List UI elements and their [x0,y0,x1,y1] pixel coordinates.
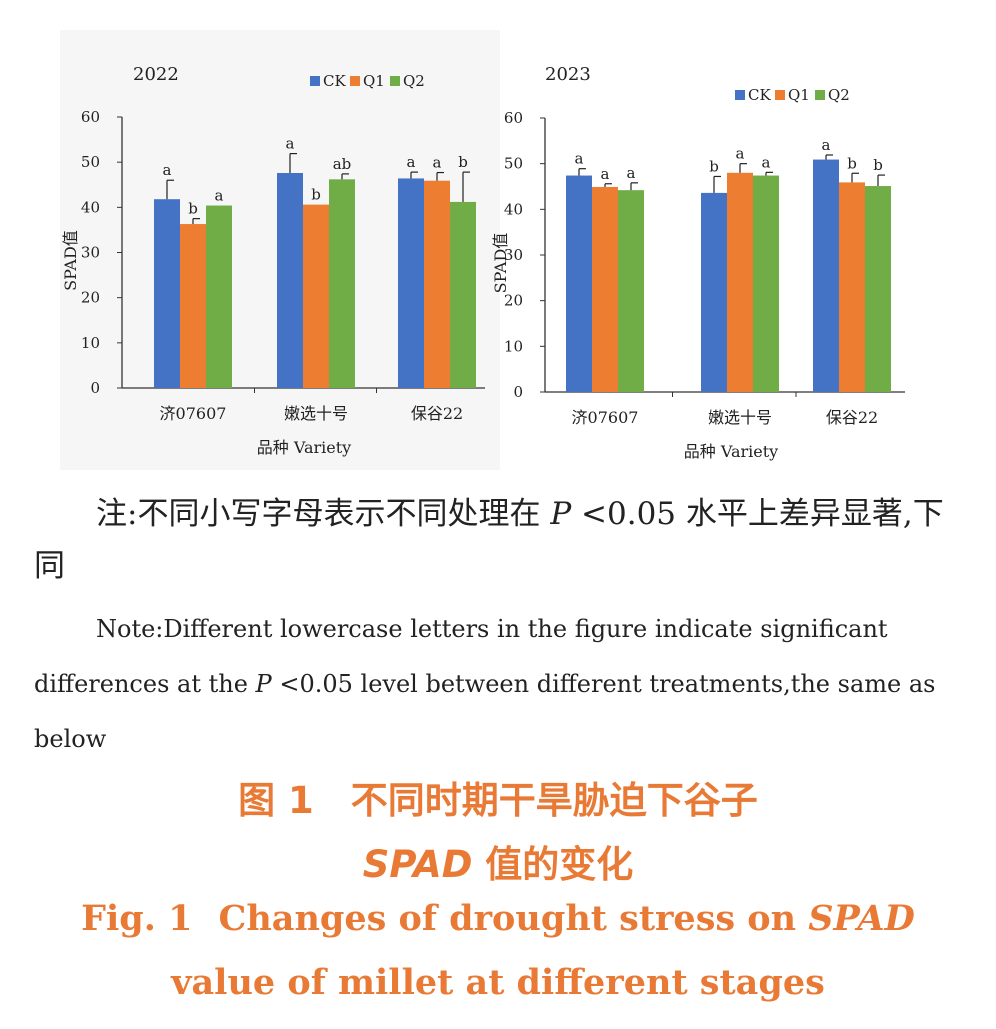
y-tick-label: 50 [81,153,100,171]
bar-q2 [865,186,891,392]
chart-2022: 2022 CK Q1 Q20102030405060aba济07607abab嫩选十号… [61,64,485,457]
significance-letter: a [575,150,584,168]
note-en-prefix: Note:Different lowercase letters in the … [34,615,888,698]
y-tick-label: 40 [81,198,100,216]
significance-letter: ab [333,155,352,173]
x-tick-label: 保谷22 [411,404,463,423]
significance-letter: a [286,135,295,153]
note-en-suffix: <0.05 level between different treatments… [34,670,936,753]
legend-swatch-q2 [390,76,400,86]
legend-swatch-ck [735,90,745,100]
y-tick-label: 60 [504,109,523,127]
legend-label-q2: Q2 [403,72,425,90]
charts: 2022 CK Q1 Q20102030405060aba济07607abab嫩选十号… [60,30,905,470]
bar-ck [154,199,180,388]
legend-label-ck: CK [748,86,771,104]
y-tick-label: 0 [513,383,523,401]
bar-q1 [303,204,329,388]
bar-q2 [329,179,355,388]
bar-q1 [839,182,865,392]
y-tick-label: 20 [504,292,523,310]
y-tick-label: 50 [504,155,523,173]
x-tick-label: 济07607 [160,404,227,423]
bar-ck [566,175,592,392]
significance-letter: a [601,165,610,183]
bar-q1 [424,180,450,388]
bar-ck [813,159,839,392]
x-tick-label: 嫩选十号 [708,408,772,427]
caption-zh-line1: 图 1 不同时期干旱胁迫下谷子 [238,779,758,822]
significance-letter: a [736,145,745,163]
significance-letter: b [709,157,719,175]
caption-en-text: Changes of drought stress on [218,898,797,939]
significance-letter: b [873,156,883,174]
y-tick-label: 60 [81,108,100,126]
legend-swatch-q1 [775,90,785,100]
y-tick-label: 30 [81,244,100,262]
bar-q2 [618,190,644,392]
y-tick-label: 10 [504,337,523,355]
y-tick-label: 20 [81,289,100,307]
legend-label-q1: Q1 [788,86,810,104]
x-tick-label: 嫩选十号 [284,404,348,423]
legend-label-ck: CK [323,72,346,90]
significance-letter: a [762,153,771,171]
legend-swatch-q1 [350,76,360,86]
significance-letter: a [627,164,636,182]
legend-label-q2: Q2 [828,86,850,104]
bar-q2 [450,201,476,388]
significance-letter: a [407,153,416,171]
bar-ck [398,178,424,388]
note-en-p: P [255,670,272,698]
caption-zh-line2: SPAD 值的变化 [0,834,996,888]
caption-zh-spad: SPAD [362,843,473,886]
chart-title: 2023 [545,64,591,85]
chart-title: 2022 [133,64,179,85]
legend-swatch-q2 [815,90,825,100]
y-axis-label: SPAD值 [491,233,510,294]
note-chinese: 注:不同小写字母表示不同处理在 P <0.05 水平上差异显著,下同 [34,488,964,592]
caption-en-line1: Fig. 1 Changes of drought stress on SPAD [0,898,996,939]
significance-letter: b [458,153,468,171]
bar-q1 [727,172,753,392]
x-tick-label: 济07607 [572,408,639,427]
significance-letter: a [163,161,172,179]
significance-letter: b [311,186,321,204]
caption-en-line2: value of millet at different stages [171,962,825,1003]
legend-label-q1: Q1 [363,72,385,90]
y-tick-label: 10 [81,334,100,352]
bar-ck [277,173,303,388]
significance-letter: b [847,154,857,172]
bar-q1 [592,186,618,392]
legend-swatch-ck [310,76,320,86]
bar-q1 [180,224,206,388]
bar-q2 [206,205,232,388]
note-english: Note:Different lowercase letters in the … [34,602,964,767]
significance-letter: a [215,187,224,205]
caption-zh-rest: 值的变化 [485,843,634,886]
y-tick-label: 30 [504,246,523,264]
significance-letter: a [822,136,831,154]
note-zh-suffix: <0.05 水平上差异显著,下同 [34,496,944,584]
significance-letter: b [188,200,198,218]
x-tick-label: 保谷22 [826,408,878,427]
bar-q2 [753,175,779,392]
significance-letter: a [433,154,442,172]
note-zh-p: P [550,496,572,532]
y-tick-label: 40 [504,200,523,218]
y-tick-label: 0 [90,379,100,397]
x-axis-label: 品种 Variety [257,438,351,457]
caption-en-fig: Fig. 1 [81,898,193,939]
bar-ck [701,192,727,392]
y-axis-label: SPAD值 [61,230,80,291]
note-zh-prefix: 注:不同小写字母表示不同处理在 [96,496,541,532]
x-axis-label: 品种 Variety [684,442,778,461]
caption-en-spad: SPAD [808,898,915,939]
